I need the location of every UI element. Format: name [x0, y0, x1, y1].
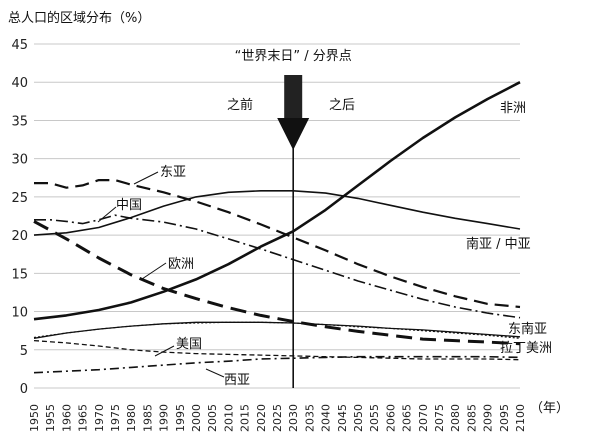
y-tick-label: 30: [11, 153, 28, 168]
x-tick-label: 2020: [255, 404, 268, 432]
x-tick-labels: 1950 1955 1960 1965 1970 1975 1980 1985 1990 1995…: [28, 404, 527, 432]
x-tick-label: 1995: [174, 404, 187, 432]
y-tick-label: 25: [11, 191, 28, 206]
y-tick-label: 0: [20, 382, 28, 397]
series-label-7: 美国: [176, 337, 202, 352]
x-tick-label: 1960: [60, 404, 73, 432]
before-label: 之前: [227, 97, 253, 113]
x-axis-unit: （年）: [530, 401, 569, 416]
x-tick-label: 2065: [401, 404, 414, 432]
series-label-5: 东南亚: [508, 321, 547, 337]
x-tick-label: 2030: [287, 404, 300, 432]
series-label-0: 非洲: [500, 101, 526, 116]
y-tick-label: 40: [11, 76, 28, 91]
x-tick-label: 1990: [158, 404, 171, 432]
series-label-1: 南亚 / 中亚: [466, 236, 531, 252]
x-tick-label: 2025: [271, 404, 284, 432]
gridlines: [34, 43, 520, 389]
label-leader: [133, 171, 159, 185]
label-leader: [97, 206, 117, 223]
x-tick-label: 2080: [449, 404, 462, 432]
series-label-2: 东亚: [160, 165, 186, 180]
series-line-4: [34, 214, 521, 319]
series-label-4: 中国: [116, 198, 142, 213]
label-leader: [205, 368, 225, 378]
x-tick-label: 1975: [109, 404, 122, 432]
x-tick-label: 2100: [514, 404, 527, 432]
y-tick-label: 35: [11, 114, 28, 129]
doomsday-arrow-shaft: [284, 75, 303, 119]
x-tick-label: 1950: [28, 404, 41, 432]
x-tick-label: 1985: [141, 404, 154, 432]
series-line-0: [33, 81, 521, 321]
label-leader: [141, 262, 167, 280]
y-tick-label: 20: [11, 229, 28, 244]
x-tick-label: 2075: [433, 404, 446, 432]
y-tick-labels: 0 5 10 15 20 25 30 35 40 45: [11, 38, 28, 397]
y-tick-label: 45: [11, 38, 28, 53]
x-tick-label: 2000: [190, 404, 203, 432]
label-leader: [154, 345, 175, 357]
x-tick-label: 2095: [498, 404, 511, 432]
series-line-5: [33, 321, 521, 339]
x-tick-label: 2010: [222, 404, 235, 432]
x-tick-label: 2085: [465, 404, 478, 432]
x-tick-label: 2035: [303, 404, 316, 432]
x-tick-label: 2040: [320, 404, 333, 432]
y-axis-title: 总人口的区域分布（%）: [8, 10, 150, 26]
y-tick-label: 10: [11, 306, 28, 321]
x-tick-label: 2015: [239, 404, 252, 432]
doomsday-title: “世界末日” / 分界点: [235, 49, 352, 64]
series-line-7: [33, 339, 521, 361]
series-line-8: [33, 355, 521, 374]
series-line-6: [33, 321, 521, 339]
doomsday-arrow-head: [277, 118, 310, 150]
series-label-6: 拉丁美洲: [500, 341, 552, 356]
series-lines: [33, 81, 521, 374]
series-label-8: 西亚: [224, 373, 250, 388]
x-tick-label: 1955: [44, 404, 57, 432]
x-tick-label: 1965: [77, 404, 90, 432]
series-label-3: 欧洲: [168, 257, 194, 272]
y-tick-label: 5: [20, 344, 28, 359]
y-tick-label: 15: [11, 267, 28, 282]
x-tick-label: 2045: [336, 404, 349, 432]
x-tick-label: 1970: [93, 404, 106, 432]
x-tick-label: 2050: [352, 404, 365, 432]
x-tick-label: 2070: [417, 404, 430, 432]
x-tick-label: 2055: [368, 404, 381, 432]
series-line-1: [33, 190, 521, 236]
x-tick-label: 2090: [482, 404, 495, 432]
x-tick-label: 2060: [384, 404, 397, 432]
x-tick-label: 1980: [125, 404, 138, 432]
x-tick-label: 2005: [206, 404, 219, 432]
series-line-2: [34, 179, 521, 309]
after-label: 之后: [329, 98, 355, 113]
